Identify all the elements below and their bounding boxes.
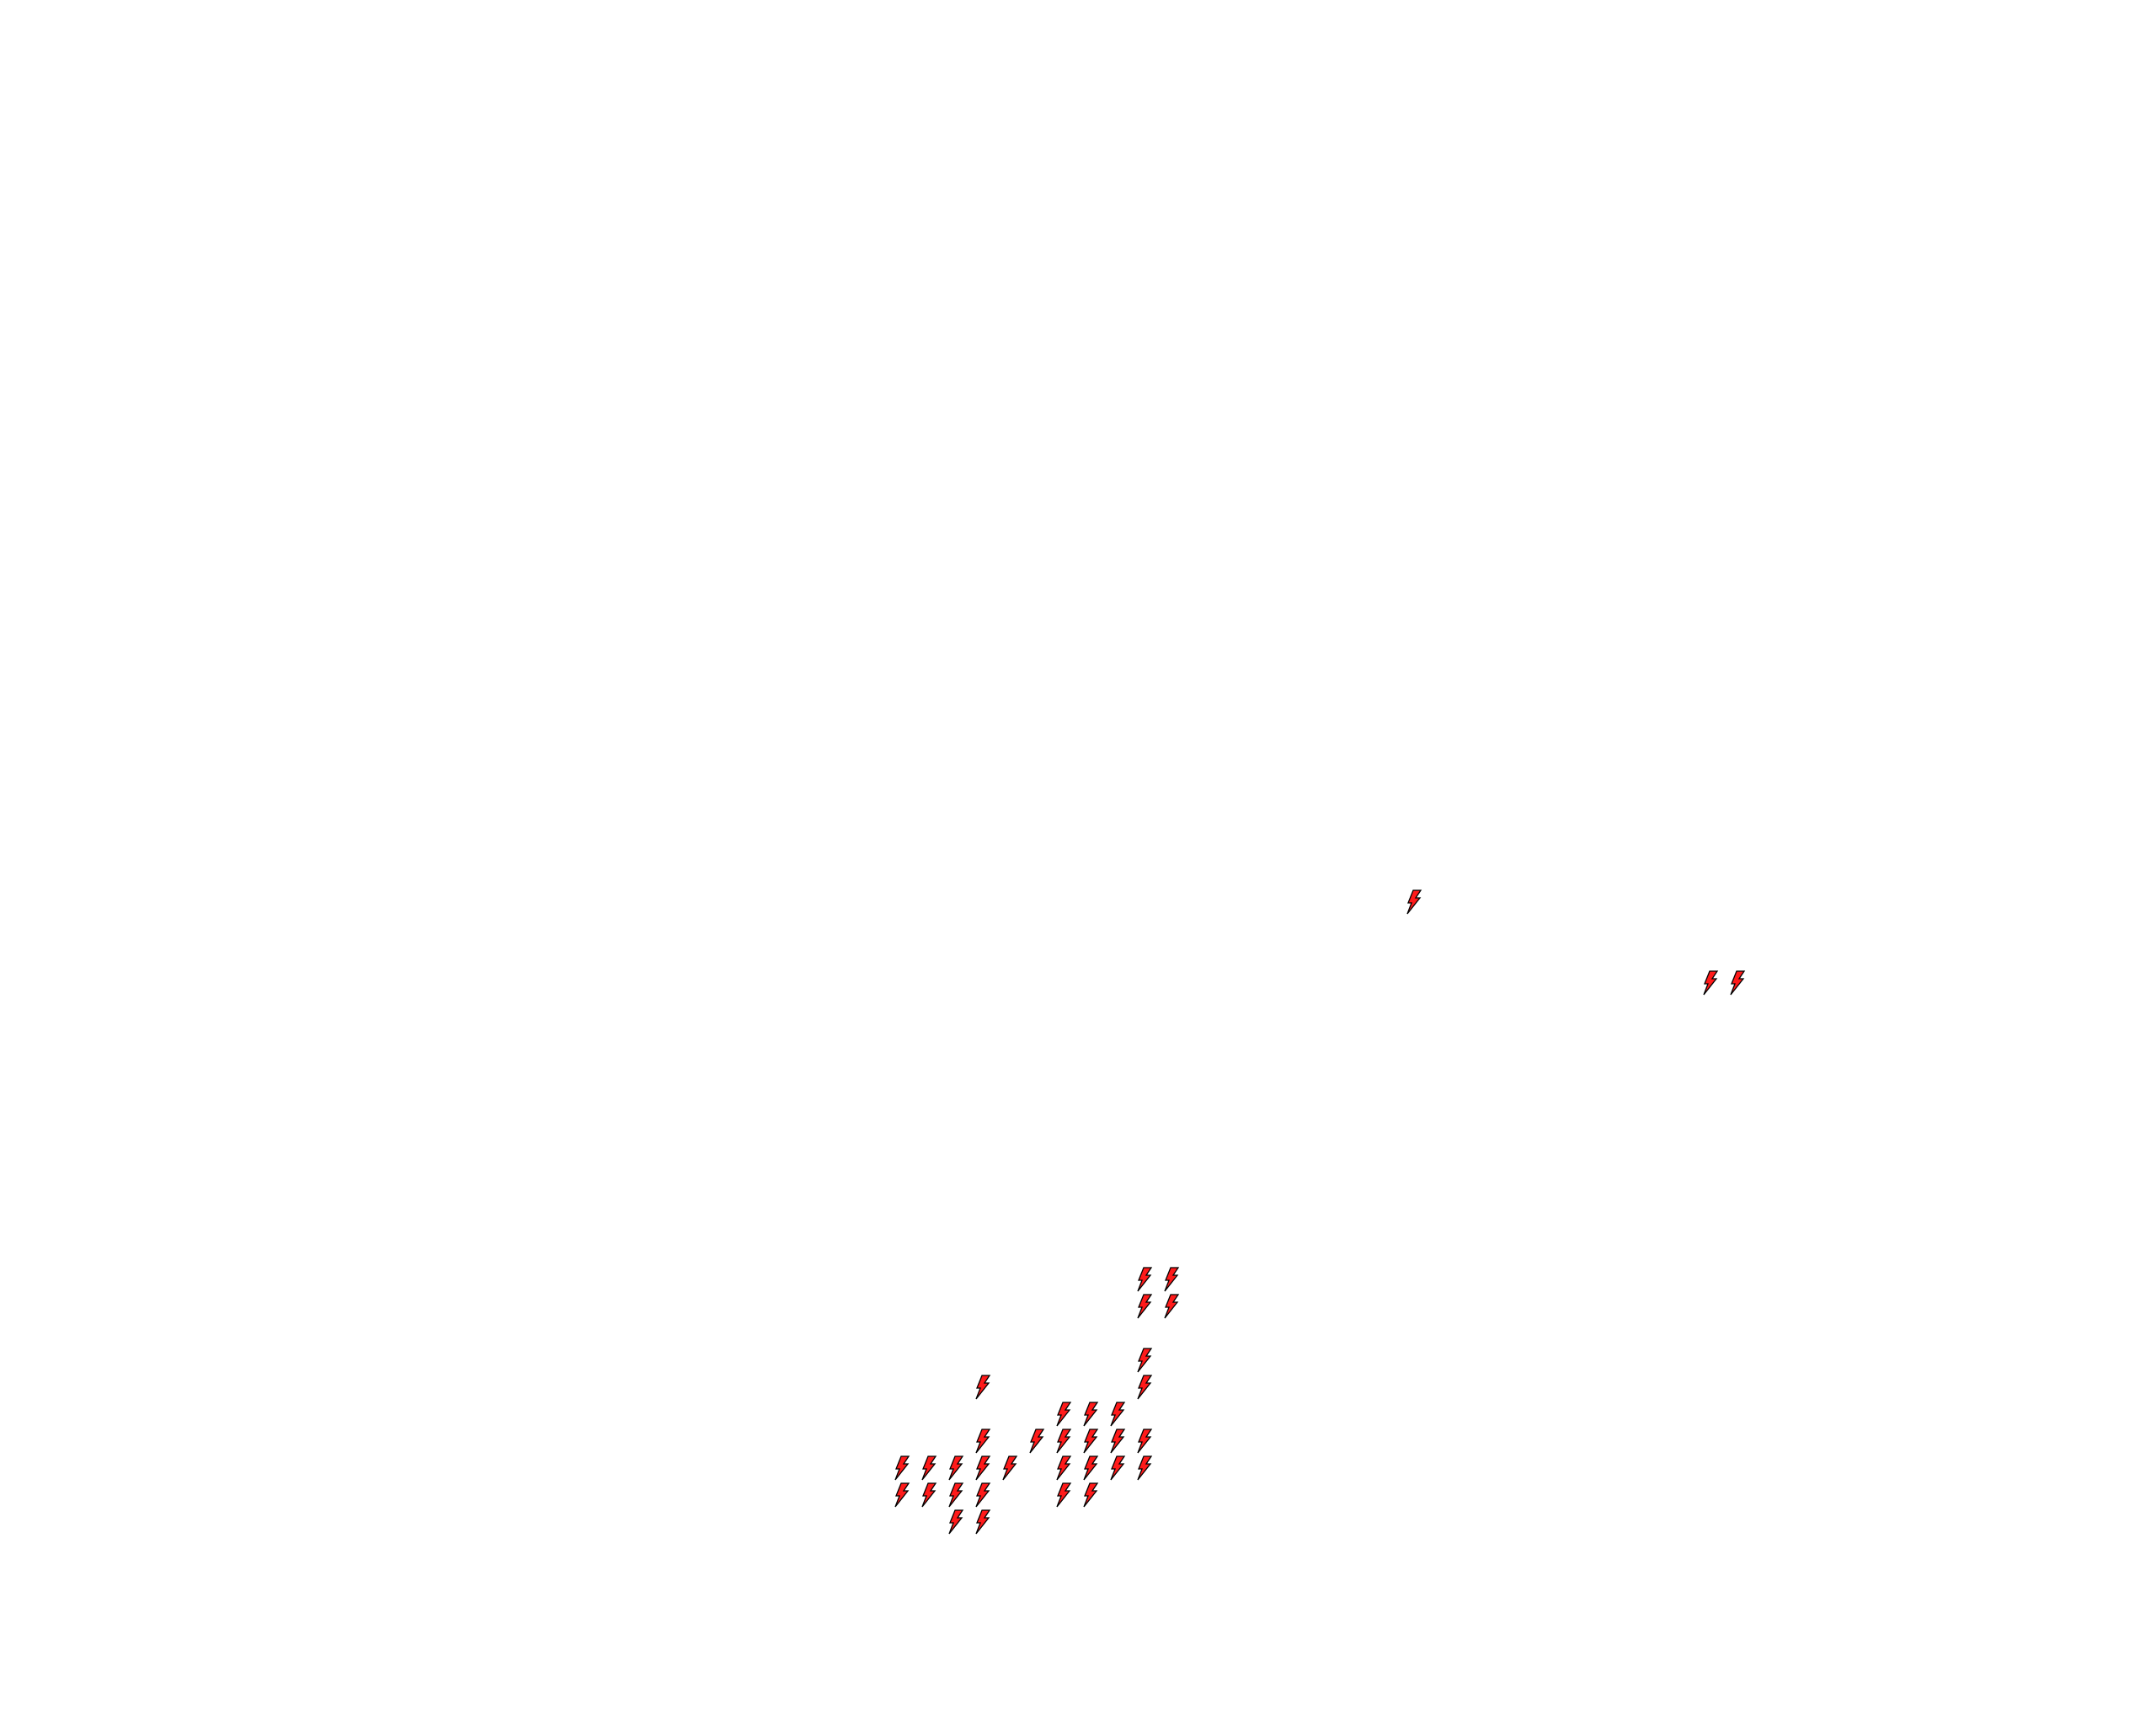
lightning-strike-marker[interactable] [1055,1482,1072,1508]
lightning-bolt-icon [1056,1455,1072,1481]
lightning-bolt-icon [1083,1455,1099,1481]
lightning-bolt-icon [921,1455,937,1481]
lightning-strike-marker[interactable] [1136,1348,1153,1373]
lightning-strike-marker[interactable] [894,1455,910,1481]
lightning-bolt-icon [894,1482,910,1508]
lightning-bolt-icon [975,1375,991,1400]
lightning-bolt-icon [1110,1429,1126,1454]
lightning-bolt-icon [894,1455,910,1481]
lightning-bolt-icon [1164,1267,1180,1292]
lightning-strike-marker[interactable] [974,1482,991,1508]
lightning-bolt-icon [1083,1429,1099,1454]
lightning-strike-marker[interactable] [1055,1429,1072,1454]
lightning-bolt-icon [1730,970,1746,996]
lightning-bolt-icon [921,1482,937,1508]
lightning-bolt-icon [1083,1482,1099,1508]
lightning-strike-marker[interactable] [1136,1455,1153,1481]
lightning-strike-marker[interactable] [1163,1294,1180,1319]
lightning-strike-marker[interactable] [974,1375,991,1400]
lightning-bolt-icon [948,1482,964,1508]
lightning-strike-marker[interactable] [921,1482,937,1508]
lightning-bolt-icon [1406,889,1422,915]
lightning-strike-marker[interactable] [1406,889,1422,915]
lightning-strike-marker[interactable] [1082,1482,1099,1508]
lightning-bolt-icon [1164,1294,1180,1319]
lightning-bolt-icon [1056,1402,1072,1427]
lightning-strike-marker[interactable] [1109,1429,1126,1454]
lightning-strike-marker[interactable] [1136,1429,1153,1454]
lightning-strike-marker[interactable] [947,1455,964,1481]
lightning-strike-marker[interactable] [1001,1455,1018,1481]
lightning-bolt-icon [975,1429,991,1454]
lightning-bolt-icon [1083,1402,1099,1427]
lightning-strike-marker[interactable] [894,1482,910,1508]
lightning-strike-marker[interactable] [974,1455,991,1481]
lightning-strike-marker[interactable] [1082,1402,1099,1427]
lightning-strike-marker[interactable] [1109,1455,1126,1481]
lightning-strike-marker[interactable] [1702,970,1719,996]
lightning-strike-marker[interactable] [1055,1455,1072,1481]
lightning-strike-marker[interactable] [1082,1455,1099,1481]
lightning-bolt-icon [1137,1294,1153,1319]
lightning-strike-marker[interactable] [1136,1375,1153,1400]
lightning-bolt-icon [948,1455,964,1481]
lightning-strike-marker[interactable] [947,1509,964,1535]
lightning-strike-marker[interactable] [1163,1267,1180,1292]
lightning-strike-marker[interactable] [1136,1267,1153,1292]
lightning-strike-marker[interactable] [1136,1294,1153,1319]
lightning-bolt-icon [1137,1348,1153,1373]
lightning-bolt-icon [1137,1429,1153,1454]
lightning-strike-marker[interactable] [974,1429,991,1454]
lightning-bolt-icon [1110,1402,1126,1427]
lightning-bolt-icon [948,1509,964,1535]
lightning-strike-marker[interactable] [1082,1429,1099,1454]
lightning-strike-marker[interactable] [1028,1429,1045,1454]
lightning-bolt-icon [1703,970,1719,996]
lightning-bolt-icon [1137,1455,1153,1481]
lightning-bolt-icon [1056,1482,1072,1508]
lightning-strike-marker[interactable] [947,1482,964,1508]
lightning-strike-marker[interactable] [1729,970,1746,996]
lightning-strike-marker[interactable] [1055,1402,1072,1427]
lightning-bolt-icon [1137,1375,1153,1400]
lightning-bolt-icon [975,1455,991,1481]
lightning-bolt-icon [1056,1429,1072,1454]
lightning-strike-marker[interactable] [974,1509,991,1535]
lightning-strike-marker[interactable] [921,1455,937,1481]
lightning-bolt-icon [1029,1429,1045,1454]
lightning-bolt-icon [1110,1455,1126,1481]
lightning-bolt-icon [975,1482,991,1508]
lightning-bolt-icon [975,1509,991,1535]
lightning-bolt-icon [1002,1455,1018,1481]
lightning-bolt-icon [1137,1267,1153,1292]
lightning-strike-marker[interactable] [1109,1402,1126,1427]
